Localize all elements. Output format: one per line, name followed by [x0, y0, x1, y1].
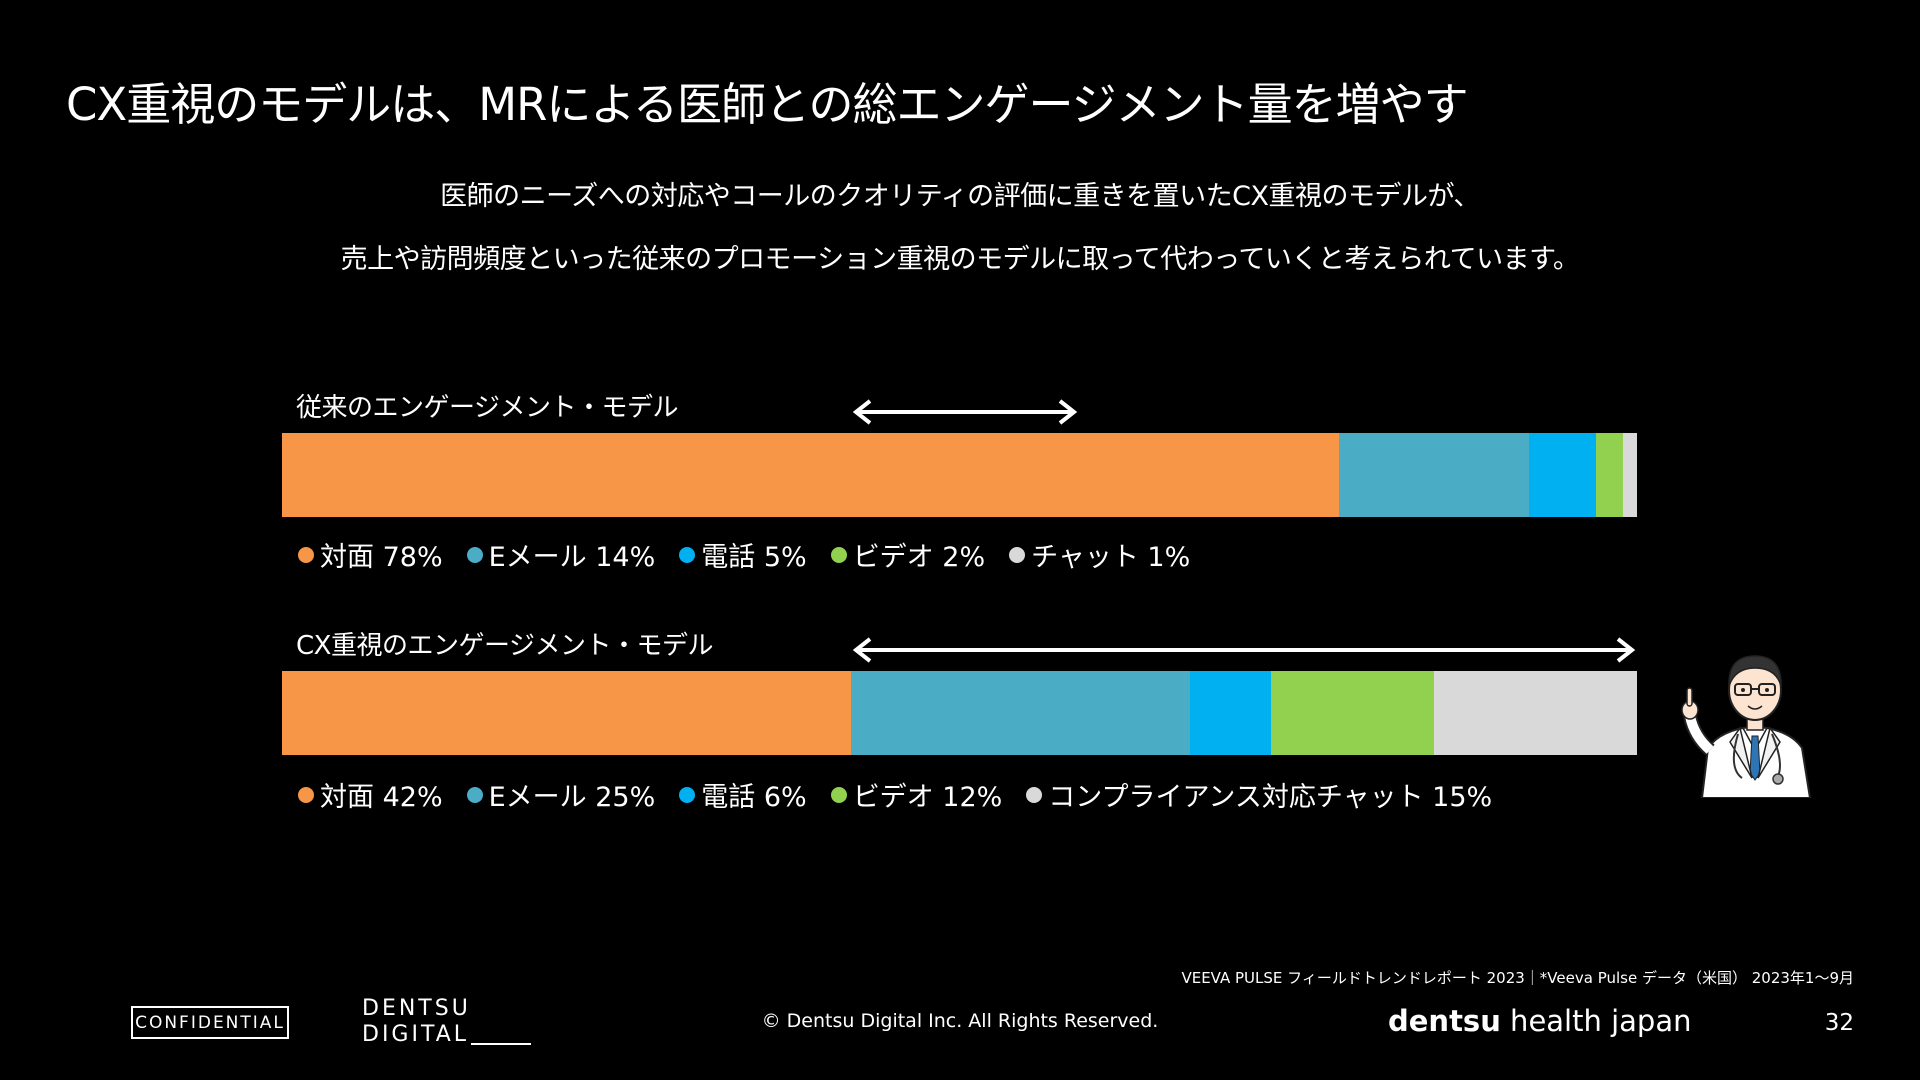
bar-segment-4 — [1271, 671, 1434, 755]
legend-label: チャット 1% — [1031, 542, 1191, 573]
chart-2-legend: 対面 42% Eメール 25% 電話 6% ビデオ 12% コンプライアンス対応チャット… — [298, 775, 1516, 814]
legend-item: コンプライアンス対応チャット 15% — [1026, 775, 1492, 814]
bar-segment-3 — [1528, 433, 1597, 517]
legend-label: 電話 6% — [701, 782, 807, 813]
chart-1-bar — [282, 433, 1637, 517]
legend-label: 対面 78% — [320, 542, 443, 573]
bar-segment-5 — [1433, 671, 1637, 755]
bar-segment-3 — [1189, 671, 1272, 755]
dentsu-health-japan-logo: dentsu health japan — [1388, 1004, 1691, 1038]
bar-segment-2 — [1338, 433, 1529, 517]
legend-dot-icon — [679, 786, 696, 803]
subtitle-line-2: 売上や訪問頻度といった従来のプロモーション重視のモデルに取って代わっていくと考え… — [340, 244, 1580, 275]
legend-item: ビデオ 12% — [830, 775, 1003, 814]
subtitle-line-1: 医師のニーズへの対応やコールのクオリティの評価に重きを置いたCX重視のモデルが、 — [440, 181, 1480, 212]
legend-label: Eメール 14% — [488, 542, 656, 573]
legend-label: 対面 42% — [320, 782, 443, 813]
chart-2-title: CX重視のエンゲージメント・モデル — [296, 631, 713, 661]
legend-dot-icon — [298, 786, 314, 803]
legend-item: 対面 78% — [298, 535, 443, 574]
chart-1-title: 従来のエンゲージメント・モデル — [296, 393, 678, 423]
bar-segment-4 — [1596, 433, 1624, 517]
legend-dot-icon — [298, 546, 314, 563]
legend-dot-icon — [1009, 546, 1026, 563]
legend-item: Eメール 25% — [466, 775, 656, 814]
legend-dot-icon — [466, 546, 483, 563]
logo-line-2: DIGITAL — [362, 1022, 470, 1047]
confidential-badge: CONFIDENTIAL — [131, 1006, 289, 1039]
logo-line-1: DENTSU — [362, 996, 471, 1021]
legend-dot-icon — [830, 786, 847, 803]
legend-item: Eメール 14% — [466, 535, 656, 574]
brand-bold: dentsu — [1388, 1004, 1501, 1038]
legend-dot-icon — [830, 546, 847, 563]
legend-label: ビデオ 12% — [852, 782, 1003, 813]
legend-label: Eメール 25% — [488, 782, 656, 813]
chart-2-bar — [282, 671, 1637, 755]
legend-dot-icon — [466, 786, 483, 803]
legend-item: 電話 6% — [679, 775, 807, 814]
legend-item: 電話 5% — [679, 535, 807, 574]
double-arrow-icon — [852, 399, 1078, 425]
legend-dot-icon — [1026, 786, 1043, 803]
legend-label: 電話 5% — [701, 542, 807, 573]
chart-1-legend: 対面 78% Eメール 14% 電話 5% ビデオ 2% チャット 1% — [298, 535, 1214, 574]
legend-item: チャット 1% — [1009, 535, 1190, 574]
legend-dot-icon — [679, 546, 696, 563]
doctor-illustration — [1681, 655, 1812, 798]
page-title: CX重視のモデルは、MRによる医師との総エンゲージメント量を増やす — [66, 78, 1469, 131]
double-arrow-icon — [852, 637, 1636, 663]
bar-segment-5 — [1623, 433, 1637, 517]
bar-segment-1 — [282, 671, 852, 755]
legend-label: コンプライアンス対応チャット 15% — [1048, 782, 1493, 813]
brand-rest: health japan — [1500, 1004, 1692, 1038]
source-note: VEEVA PULSE フィールドトレンドレポート 2023｜*Veeva Pu… — [1181, 969, 1854, 987]
page-number: 32 — [1824, 1010, 1854, 1036]
legend-item: 対面 42% — [298, 775, 443, 814]
copyright: © Dentsu Digital Inc. All Rights Reserve… — [761, 1010, 1159, 1032]
legend-item: ビデオ 2% — [830, 535, 986, 574]
bar-segment-2 — [851, 671, 1190, 755]
bar-segment-1 — [282, 433, 1339, 517]
legend-label: ビデオ 2% — [852, 542, 986, 573]
dentsu-digital-logo: DENTSU DIGITAL — [362, 996, 532, 1048]
subtitle: 医師のニーズへの対応やコールのクオリティの評価に重きを置いたCX重視のモデルが、… — [0, 165, 1920, 291]
